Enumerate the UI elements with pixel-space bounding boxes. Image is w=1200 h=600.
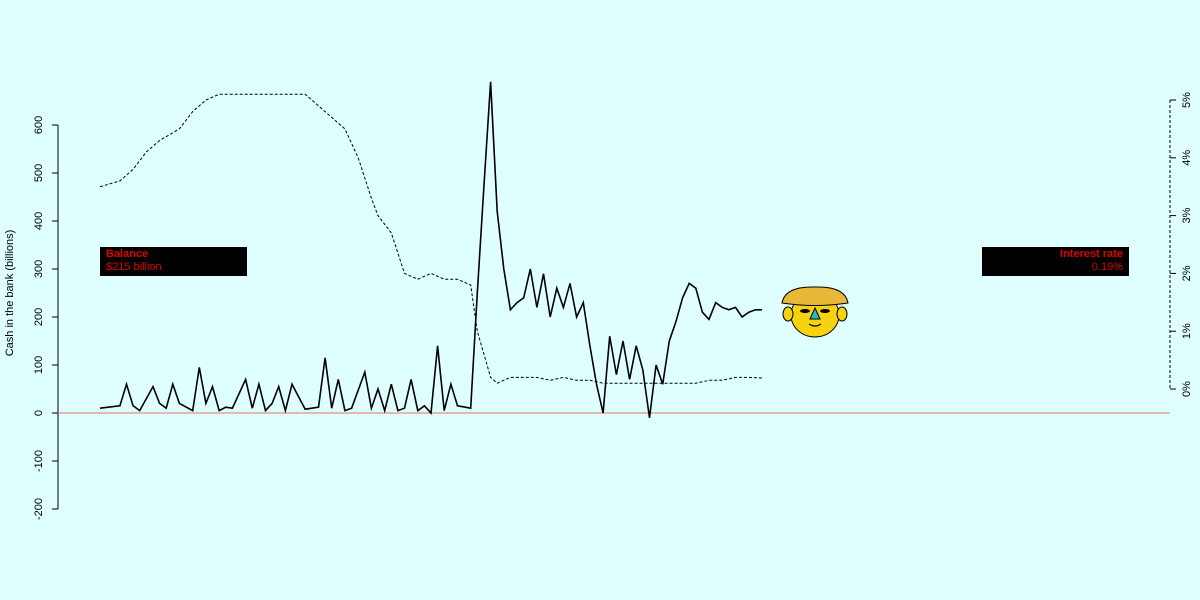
interest-rate-label-value: 0.19%: [1091, 261, 1123, 273]
right-axis-tick-label: 1%: [1181, 323, 1193, 339]
interest-rate-label-title: Interest rate: [1060, 248, 1123, 260]
right-axis: 0% 1% 2% 3% 4% 5%: [1169, 92, 1193, 397]
balance-series-line: [99, 81, 762, 418]
left-axis-tick-label: 0: [33, 410, 45, 416]
right-axis-tick-label: 2%: [1181, 265, 1193, 281]
left-axis-tick-label: 100: [33, 356, 45, 374]
left-axis-tick-label: 200: [33, 308, 45, 326]
right-axis-tick-label: 4%: [1181, 150, 1193, 166]
left-axis-tick-label: -100: [33, 450, 45, 472]
balance-label-value: $215 billion: [106, 261, 162, 273]
interest-rate-series-line: [99, 93, 763, 384]
left-axis-tick-label: 400: [33, 212, 45, 230]
balance-label-box: Balance $215 billion: [100, 247, 247, 276]
right-axis-tick-label: 5%: [1181, 92, 1193, 108]
left-axis: -200 -100 0 100 200 300 400 500 600: [33, 116, 59, 520]
right-axis-tick-label: 3%: [1181, 207, 1193, 223]
left-axis-tick-label: -200: [33, 498, 45, 520]
left-axis-tick-label: 300: [33, 260, 45, 278]
balance-label-title: Balance: [106, 248, 149, 260]
right-axis-tick-label: 0%: [1181, 381, 1193, 397]
interest-rate-label-box: Interest rate 0.19%: [982, 247, 1129, 276]
mascot-face-icon: [781, 286, 849, 338]
y-axis-label: Cash in the bank (billions): [4, 230, 16, 357]
left-axis-tick-label: 500: [33, 164, 45, 182]
left-axis-tick-label: 600: [33, 116, 45, 134]
